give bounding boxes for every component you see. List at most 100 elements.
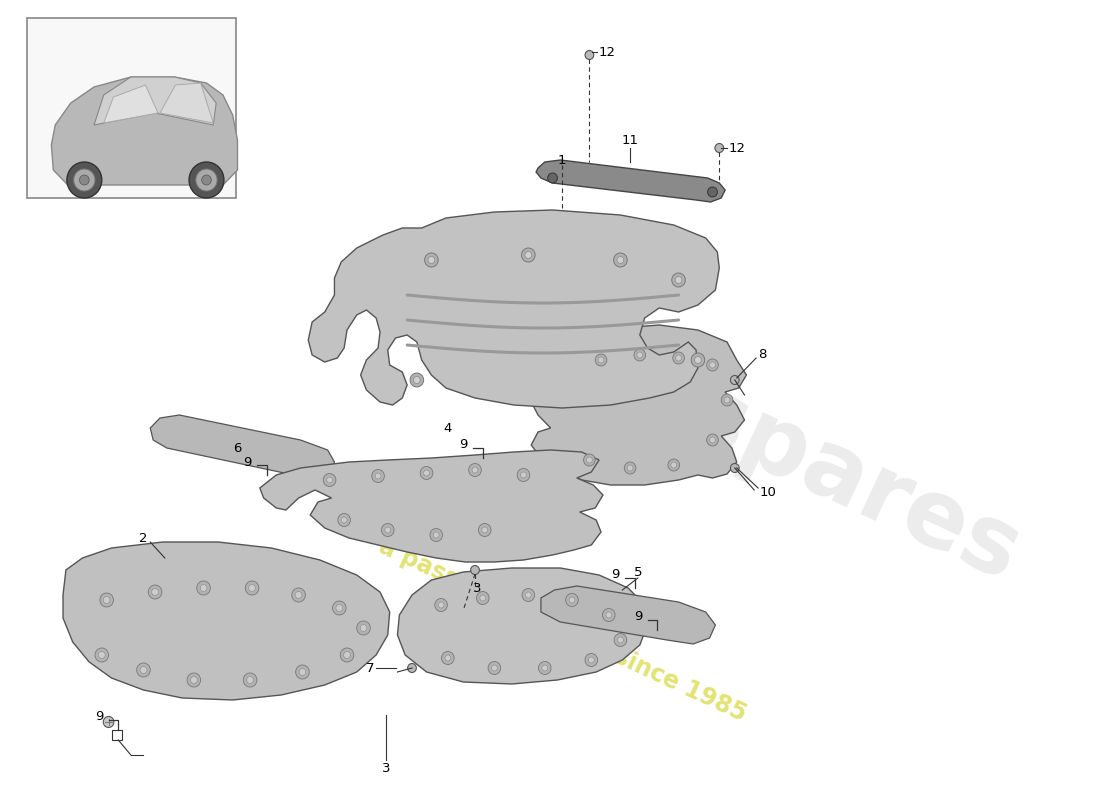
Text: 6: 6 xyxy=(233,442,242,454)
Circle shape xyxy=(471,566,480,574)
Circle shape xyxy=(614,634,627,646)
Circle shape xyxy=(336,605,343,611)
Circle shape xyxy=(341,517,346,523)
Circle shape xyxy=(520,472,527,478)
Circle shape xyxy=(299,669,306,675)
Circle shape xyxy=(548,173,558,183)
Circle shape xyxy=(323,474,336,486)
Circle shape xyxy=(525,251,531,258)
Text: 2: 2 xyxy=(140,531,147,545)
Text: 12: 12 xyxy=(598,46,615,58)
Circle shape xyxy=(187,673,200,687)
Circle shape xyxy=(382,523,394,537)
Circle shape xyxy=(446,655,451,661)
Circle shape xyxy=(542,665,548,671)
Circle shape xyxy=(385,527,390,533)
Circle shape xyxy=(492,665,497,671)
Circle shape xyxy=(482,527,487,533)
Circle shape xyxy=(189,162,224,198)
Text: a passion for parts since 1985: a passion for parts since 1985 xyxy=(375,534,750,726)
Circle shape xyxy=(730,375,739,385)
Circle shape xyxy=(356,621,371,635)
Circle shape xyxy=(706,434,718,446)
Circle shape xyxy=(420,466,432,479)
Circle shape xyxy=(675,277,682,283)
Circle shape xyxy=(95,648,109,662)
Circle shape xyxy=(569,597,575,603)
Circle shape xyxy=(715,143,724,153)
Circle shape xyxy=(408,663,417,673)
Circle shape xyxy=(79,175,89,185)
Circle shape xyxy=(539,662,551,674)
Circle shape xyxy=(243,673,257,687)
Polygon shape xyxy=(397,568,648,684)
Circle shape xyxy=(675,355,682,361)
Text: 4: 4 xyxy=(443,422,452,434)
Circle shape xyxy=(327,477,332,483)
Circle shape xyxy=(410,373,424,387)
Polygon shape xyxy=(260,450,603,562)
Circle shape xyxy=(428,257,435,263)
Text: 9: 9 xyxy=(634,610,642,623)
Circle shape xyxy=(103,717,114,727)
Circle shape xyxy=(67,162,102,198)
Circle shape xyxy=(430,529,442,542)
Circle shape xyxy=(606,612,612,618)
Text: 8: 8 xyxy=(758,349,766,362)
Polygon shape xyxy=(63,542,389,700)
Circle shape xyxy=(201,175,211,185)
Circle shape xyxy=(338,514,351,526)
Circle shape xyxy=(424,470,429,476)
Circle shape xyxy=(245,581,258,595)
Circle shape xyxy=(343,651,351,658)
Circle shape xyxy=(438,602,444,608)
Circle shape xyxy=(691,353,705,367)
Circle shape xyxy=(469,463,482,477)
Circle shape xyxy=(197,581,210,595)
Polygon shape xyxy=(94,77,217,125)
Circle shape xyxy=(710,437,715,443)
Circle shape xyxy=(565,594,579,606)
Text: 9: 9 xyxy=(243,455,252,469)
Text: 7: 7 xyxy=(366,662,375,674)
Circle shape xyxy=(706,359,718,371)
Bar xyxy=(112,730,122,740)
Circle shape xyxy=(425,253,438,267)
Circle shape xyxy=(340,648,354,662)
Text: 9: 9 xyxy=(612,569,619,582)
Text: 9: 9 xyxy=(95,710,103,723)
Circle shape xyxy=(152,589,158,595)
Circle shape xyxy=(585,50,594,59)
Circle shape xyxy=(722,394,733,406)
Circle shape xyxy=(478,523,491,537)
Circle shape xyxy=(521,248,535,262)
Circle shape xyxy=(292,588,306,602)
Circle shape xyxy=(672,273,685,287)
Circle shape xyxy=(617,637,624,643)
Circle shape xyxy=(710,362,715,368)
Circle shape xyxy=(433,532,439,538)
Circle shape xyxy=(74,169,95,191)
Circle shape xyxy=(414,377,420,383)
Circle shape xyxy=(707,187,717,197)
Circle shape xyxy=(585,654,597,666)
Circle shape xyxy=(375,473,381,479)
Circle shape xyxy=(196,169,217,191)
Text: 3: 3 xyxy=(382,762,390,774)
Circle shape xyxy=(671,462,676,468)
Text: 12: 12 xyxy=(728,142,745,154)
Text: 1: 1 xyxy=(558,154,566,166)
Text: 5: 5 xyxy=(634,566,642,578)
Circle shape xyxy=(603,609,615,622)
Circle shape xyxy=(372,470,384,482)
Circle shape xyxy=(637,352,642,358)
Circle shape xyxy=(625,462,636,474)
Circle shape xyxy=(200,585,207,591)
Circle shape xyxy=(136,663,151,677)
Circle shape xyxy=(441,651,454,665)
Circle shape xyxy=(584,454,595,466)
Circle shape xyxy=(522,589,535,602)
Circle shape xyxy=(100,593,113,607)
Circle shape xyxy=(148,585,162,599)
FancyBboxPatch shape xyxy=(28,18,235,198)
